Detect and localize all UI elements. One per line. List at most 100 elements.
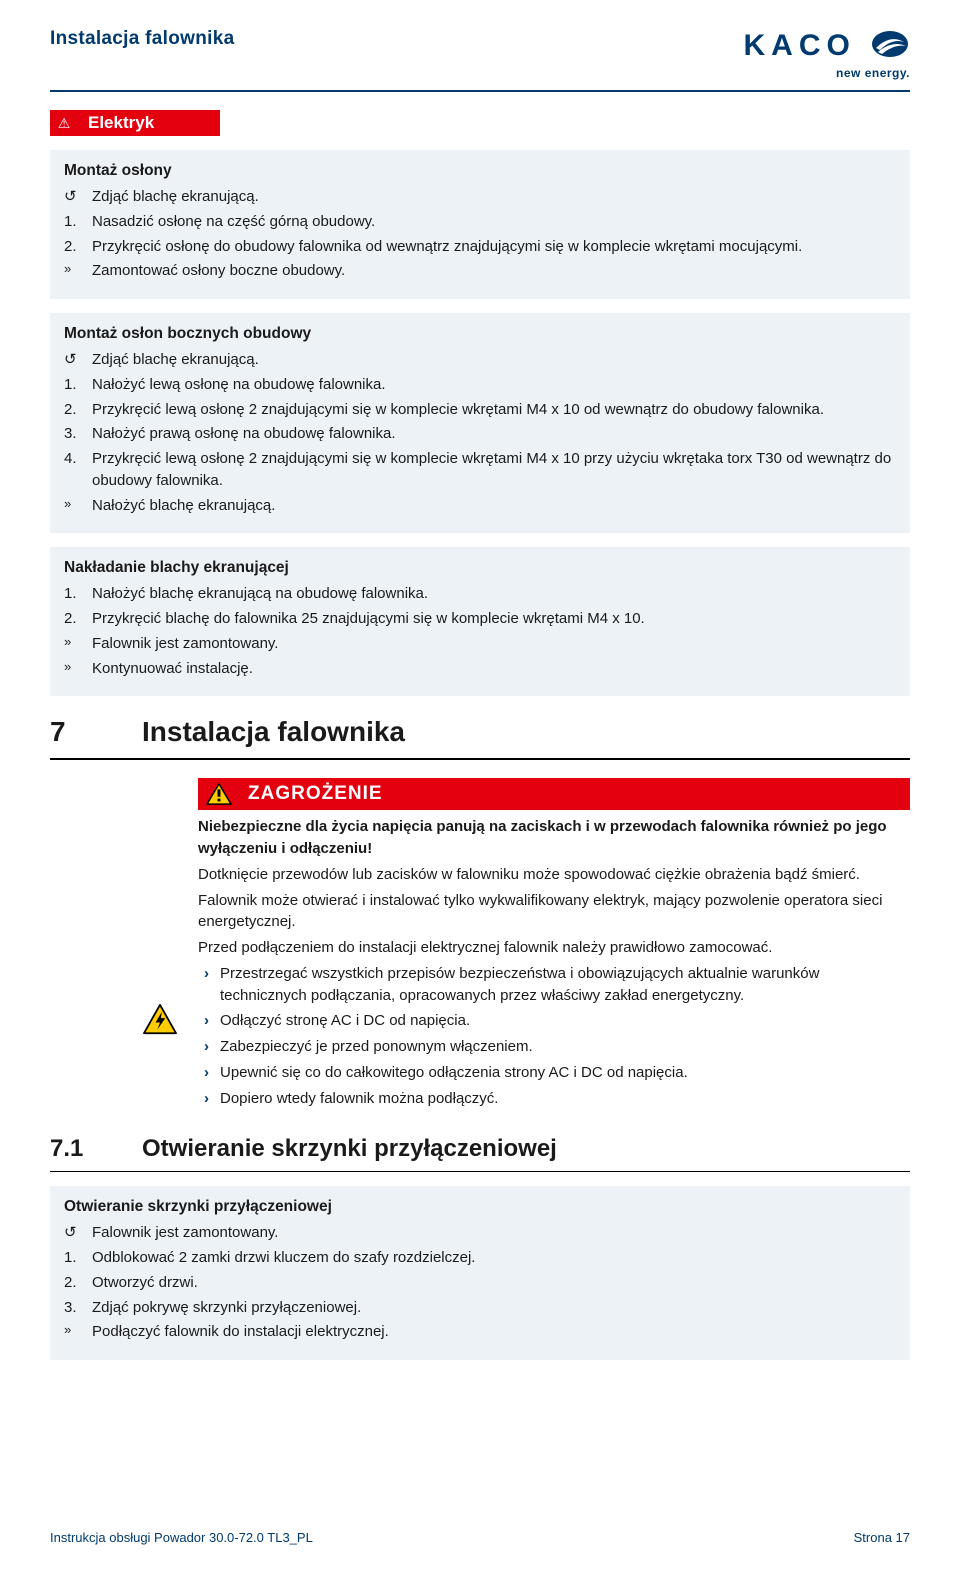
step-row: 1.Nasadzić osłonę na część górną obudowy…	[64, 211, 896, 233]
step-text: Przykręcić lewą osłonę 2 znajdującymi si…	[92, 448, 896, 492]
subsection-number: 7.1	[50, 1135, 142, 1163]
danger-bullet: ›Dopiero wtedy falownik można podłączyć.	[198, 1088, 910, 1110]
box-title: Montaż osłon bocznych obudowy	[64, 325, 896, 343]
step-marker: »	[64, 633, 92, 655]
step-marker: »	[64, 658, 92, 680]
step-row: 2.Przykręcić lewą osłonę 2 znajdującymi …	[64, 399, 896, 421]
logo-subtitle: new energy.	[743, 66, 910, 80]
logo-swirl-icon	[870, 28, 910, 64]
footer-left: Instrukcja obsługi Powador 30.0-72.0 TL3…	[50, 1530, 313, 1545]
page-header-title: Instalacja falownika	[50, 28, 234, 50]
step-row: 4.Przykręcić lewą osłonę 2 znajdującymi …	[64, 448, 896, 492]
step-text: Zdjąć pokrywę skrzynki przyłączeniowej.	[92, 1297, 896, 1319]
step-row: ↺Zdjąć blachę ekranującą.	[64, 186, 896, 208]
step-row: »Zamontować osłony boczne obudowy.	[64, 260, 896, 282]
step-marker: ↺	[64, 1222, 92, 1244]
step-text: Przykręcić osłonę do obudowy falownika o…	[92, 236, 896, 258]
step-marker: ↺	[64, 186, 92, 208]
bullet-marker-icon: ›	[204, 1088, 220, 1110]
warning-icon: ⚠	[50, 110, 78, 136]
danger-header-label: ZAGROŻENIE	[240, 779, 391, 809]
step-text: Zamontować osłony boczne obudowy.	[92, 260, 896, 282]
bullet-text: Dopiero wtedy falownik można podłączyć.	[220, 1088, 498, 1110]
step-row: 3.Zdjąć pokrywę skrzynki przyłączeniowej…	[64, 1297, 896, 1319]
step-marker: 1.	[64, 583, 92, 605]
danger-paragraph: Dotknięcie przewodów lub zacisków w falo…	[198, 864, 910, 886]
step-marker: 1.	[64, 374, 92, 396]
procedure-box-nakladanie-blachy: Nakładanie blachy ekranującej 1.Nałożyć …	[50, 547, 910, 696]
step-row: 3.Nałożyć prawą osłonę na obudowę falown…	[64, 423, 896, 445]
step-text: Nałożyć blachę ekranującą.	[92, 495, 896, 517]
bullet-text: Przestrzegać wszystkich przepisów bezpie…	[220, 963, 910, 1007]
footer-right: Strona 17	[854, 1530, 910, 1545]
subsection-divider	[50, 1171, 910, 1172]
danger-paragraph: Falownik może otwierać i instalować tylk…	[198, 890, 910, 934]
step-marker: 2.	[64, 236, 92, 258]
step-text: Podłączyć falownik do instalacji elektry…	[92, 1321, 896, 1343]
step-marker: ↺	[64, 349, 92, 371]
bullet-text: Zabezpieczyć je przed ponownym włączenie…	[220, 1036, 533, 1058]
step-text: Zdjąć blachę ekranującą.	[92, 186, 896, 208]
step-row: »Falownik jest zamontowany.	[64, 633, 896, 655]
bullet-marker-icon: ›	[204, 1062, 220, 1084]
step-text: Zdjąć blachę ekranującą.	[92, 349, 896, 371]
step-marker: 2.	[64, 399, 92, 421]
section-divider	[50, 758, 910, 760]
bullet-marker-icon: ›	[204, 1010, 220, 1032]
box-title: Montaż osłony	[64, 162, 896, 180]
step-marker: 1.	[64, 211, 92, 233]
step-marker: 3.	[64, 423, 92, 445]
box-title: Otwieranie skrzynki przyłączeniowej	[64, 1198, 896, 1216]
procedure-box-montaz-oslon-bocznych: Montaż osłon bocznych obudowy ↺Zdjąć bla…	[50, 313, 910, 533]
step-text: Nałożyć prawą osłonę na obudowę falownik…	[92, 423, 896, 445]
step-row: 1.Nałożyć lewą osłonę na obudowę falowni…	[64, 374, 896, 396]
step-row: »Nałożyć blachę ekranującą.	[64, 495, 896, 517]
step-text: Nałożyć lewą osłonę na obudowę falownika…	[92, 374, 896, 396]
step-marker: 3.	[64, 1297, 92, 1319]
danger-bullet: ›Odłączyć stronę AC i DC od napięcia.	[198, 1010, 910, 1032]
step-text: Falownik jest zamontowany.	[92, 633, 896, 655]
step-row: 2.Przykręcić blachę do falownika 25 znaj…	[64, 608, 896, 630]
step-marker: »	[64, 495, 92, 517]
step-marker: 2.	[64, 608, 92, 630]
elektryk-badge: ⚠ Elektryk	[50, 110, 220, 136]
page-footer: Instrukcja obsługi Powador 30.0-72.0 TL3…	[0, 1530, 960, 1567]
step-text: Kontynuować instalację.	[92, 658, 896, 680]
step-marker: 4.	[64, 448, 92, 492]
step-row: ↺Zdjąć blachę ekranującą.	[64, 349, 896, 371]
step-marker: »	[64, 260, 92, 282]
badge-label: Elektryk	[78, 110, 220, 136]
step-row: »Podłączyć falownik do instalacji elektr…	[64, 1321, 896, 1343]
bullet-marker-icon: ›	[204, 1036, 220, 1058]
danger-bullet: ›Upewnić się co do całkowitego odłączeni…	[198, 1062, 910, 1084]
step-text: Odblokować 2 zamki drzwi kluczem do szaf…	[92, 1247, 896, 1269]
step-row: »Kontynuować instalację.	[64, 658, 896, 680]
danger-paragraph: Przed podłączeniem do instalacji elektry…	[198, 937, 910, 959]
step-row: ↺Falownik jest zamontowany.	[64, 1222, 896, 1244]
step-text: Nałożyć blachę ekranującą na obudowę fal…	[92, 583, 896, 605]
step-text: Otworzyć drzwi.	[92, 1272, 896, 1294]
bullet-text: Odłączyć stronę AC i DC od napięcia.	[220, 1010, 470, 1032]
header-divider	[50, 90, 910, 92]
step-text: Falownik jest zamontowany.	[92, 1222, 896, 1244]
section-title: Instalacja falownika	[142, 716, 405, 748]
procedure-box-montaz-oslony: Montaż osłony ↺Zdjąć blachę ekranującą.1…	[50, 150, 910, 299]
step-text: Przykręcić lewą osłonę 2 znajdującymi si…	[92, 399, 896, 421]
procedure-box-otwieranie-skrzynki: Otwieranie skrzynki przyłączeniowej ↺Fal…	[50, 1186, 910, 1360]
logo-text: KACO	[743, 31, 855, 61]
logo: KACO new energy.	[743, 28, 910, 80]
danger-block: ZAGROŻENIE Niebezpieczne dla życia napię…	[142, 778, 910, 1113]
step-marker: 1.	[64, 1247, 92, 1269]
section-7-1-heading: 7.1 Otwieranie skrzynki przyłączeniowej	[50, 1135, 910, 1163]
danger-intro: Niebezpieczne dla życia napięcia panują …	[198, 816, 910, 860]
step-marker: 2.	[64, 1272, 92, 1294]
step-row: 2.Otworzyć drzwi.	[64, 1272, 896, 1294]
section-number: 7	[50, 716, 142, 748]
box-title: Nakładanie blachy ekranującej	[64, 559, 896, 577]
step-marker: »	[64, 1321, 92, 1343]
danger-bullet: ›Zabezpieczyć je przed ponownym włączeni…	[198, 1036, 910, 1058]
bullet-marker-icon: ›	[204, 963, 220, 1007]
high-voltage-icon	[142, 1003, 178, 1039]
bullet-text: Upewnić się co do całkowitego odłączenia…	[220, 1062, 688, 1084]
step-text: Nasadzić osłonę na część górną obudowy.	[92, 211, 896, 233]
